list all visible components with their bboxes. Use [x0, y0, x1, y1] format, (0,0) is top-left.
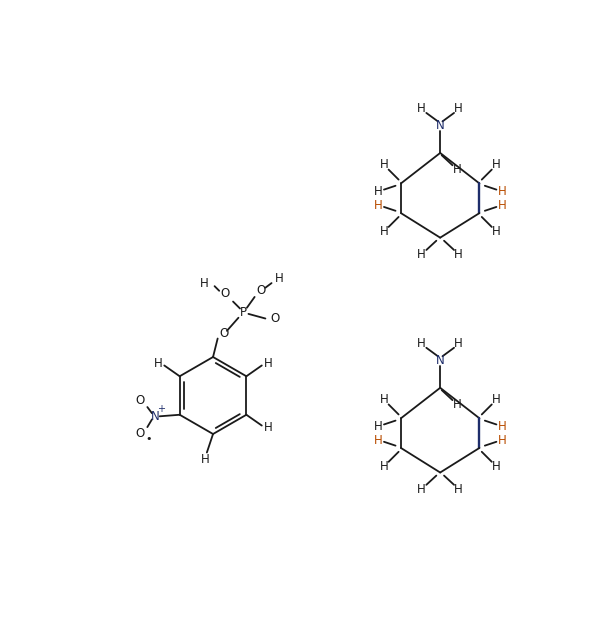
- Text: O: O: [270, 312, 279, 325]
- Text: H: H: [498, 185, 507, 197]
- Text: N: N: [436, 119, 445, 132]
- Text: O: O: [256, 284, 265, 298]
- Text: H: H: [492, 460, 501, 473]
- Text: H: H: [498, 434, 507, 447]
- Text: H: H: [453, 398, 462, 411]
- Text: H: H: [379, 225, 388, 238]
- Text: H: H: [379, 158, 388, 172]
- Text: H: H: [454, 483, 463, 496]
- Text: H: H: [418, 248, 426, 261]
- Text: H: H: [275, 272, 284, 285]
- Text: H: H: [492, 225, 501, 238]
- Text: H: H: [154, 358, 163, 370]
- Text: H: H: [498, 199, 507, 212]
- Text: H: H: [418, 102, 426, 115]
- Text: H: H: [379, 460, 388, 473]
- Text: N: N: [436, 354, 445, 367]
- Text: O: O: [135, 427, 144, 440]
- Text: H: H: [373, 420, 382, 432]
- Text: •: •: [146, 434, 152, 444]
- Text: H: H: [492, 393, 501, 406]
- Text: H: H: [373, 434, 382, 447]
- Text: N: N: [150, 410, 160, 423]
- Text: H: H: [418, 483, 426, 496]
- Text: H: H: [454, 102, 463, 115]
- Text: H: H: [263, 420, 273, 434]
- Text: H: H: [453, 163, 462, 177]
- Text: O: O: [135, 394, 144, 408]
- Text: P: P: [240, 306, 247, 319]
- Text: H: H: [200, 277, 208, 289]
- Text: H: H: [379, 393, 388, 406]
- Text: O: O: [219, 327, 228, 341]
- Text: H: H: [263, 358, 273, 370]
- Text: H: H: [498, 420, 507, 432]
- Text: O: O: [220, 287, 230, 301]
- Text: H: H: [492, 158, 501, 172]
- Text: H: H: [373, 185, 382, 197]
- Text: H: H: [454, 337, 463, 349]
- Text: H: H: [373, 199, 382, 212]
- Text: +: +: [157, 404, 165, 415]
- Text: H: H: [454, 248, 463, 261]
- Text: H: H: [201, 453, 210, 466]
- Text: H: H: [418, 337, 426, 349]
